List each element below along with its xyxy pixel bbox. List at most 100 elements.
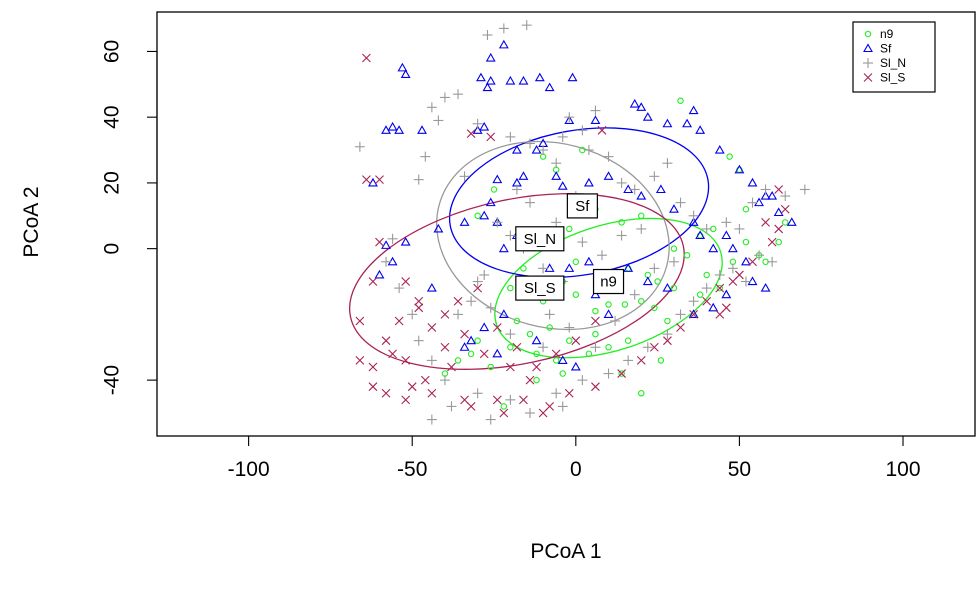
x-tick-label: 50 xyxy=(728,458,751,481)
points-layer xyxy=(354,20,810,425)
point-sl-s xyxy=(466,129,476,139)
point-sl-n xyxy=(394,283,405,294)
point-sl-n xyxy=(426,355,437,366)
point-sf xyxy=(773,207,784,217)
point-sl-s xyxy=(368,362,378,372)
point-sl-n xyxy=(426,102,437,113)
point-n9 xyxy=(696,291,704,298)
point-sf xyxy=(485,75,496,85)
point-sl-s xyxy=(440,309,450,319)
point-n9 xyxy=(781,219,789,226)
point-sf xyxy=(534,72,545,82)
point-n9 xyxy=(572,291,580,298)
point-sl-s xyxy=(735,270,744,280)
point-sl-s xyxy=(636,356,646,365)
point-n9 xyxy=(742,205,750,213)
point-sf xyxy=(381,240,391,249)
point-n9 xyxy=(683,251,691,259)
legend-marker-sl-s xyxy=(863,73,873,82)
centroid-label-box xyxy=(566,193,598,219)
point-sl-n xyxy=(629,184,640,195)
point-sl-s xyxy=(649,342,659,352)
point-sl-n xyxy=(466,296,477,307)
point-sl-n xyxy=(754,250,765,261)
point-sl-n xyxy=(525,407,536,418)
centroid-label-text: n9 xyxy=(600,274,617,291)
point-n9 xyxy=(742,238,750,246)
point-sf xyxy=(498,39,509,49)
point-sl-s xyxy=(401,395,411,405)
point-sl-n xyxy=(662,329,673,340)
point-sl-n xyxy=(675,309,686,320)
point-sl-n xyxy=(482,30,493,41)
point-sf xyxy=(760,190,771,200)
point-sf xyxy=(708,243,719,253)
ellipse-n9 xyxy=(494,217,723,359)
point-n9 xyxy=(638,297,645,305)
point-sl-s xyxy=(545,402,555,411)
y-axis-label: PCoA 2 xyxy=(20,186,43,257)
point-sl-n xyxy=(426,414,437,425)
point-sl-s xyxy=(492,323,502,332)
centroid-label-sl-n: Sl_N xyxy=(515,226,565,252)
point-sl-n xyxy=(564,112,575,123)
point-sl-n xyxy=(767,256,778,267)
point-sf xyxy=(485,197,496,207)
centroid-label-text: Sl_N xyxy=(524,231,557,248)
point-sl-n xyxy=(649,263,660,274)
point-sl-s xyxy=(761,217,770,227)
point-sl-n xyxy=(734,223,745,234)
point-sf xyxy=(459,342,470,351)
point-sl-n xyxy=(511,184,522,195)
point-sl-s xyxy=(427,388,437,398)
point-sf xyxy=(531,335,542,345)
point-sl-s xyxy=(715,283,725,293)
point-n9 xyxy=(487,363,494,371)
y-tick-label: -40 xyxy=(101,365,124,395)
point-sf xyxy=(695,230,706,240)
point-sl-n xyxy=(577,375,588,386)
point-sf xyxy=(623,263,634,272)
point-sf xyxy=(721,289,732,299)
point-sl-s xyxy=(414,303,424,313)
point-sf xyxy=(564,115,575,125)
point-sl-n xyxy=(564,322,575,333)
point-sl-n xyxy=(387,233,398,244)
point-sl-n xyxy=(472,276,483,287)
point-n9 xyxy=(572,258,580,266)
point-sl-n xyxy=(636,223,647,234)
point-sl-s xyxy=(564,388,574,398)
point-sf xyxy=(397,62,408,72)
point-sl-n xyxy=(616,230,627,241)
point-n9 xyxy=(566,337,573,344)
point-n9 xyxy=(621,301,629,308)
legend-label: Sl_N xyxy=(880,56,906,70)
point-n9 xyxy=(592,330,599,338)
point-sl-s xyxy=(427,323,437,332)
point-sl-n xyxy=(642,342,653,353)
point-sl-s xyxy=(362,175,371,185)
point-sf xyxy=(590,115,601,125)
point-sl-s xyxy=(774,185,784,194)
legend-label: Sf xyxy=(880,42,892,56)
point-sl-n xyxy=(472,388,483,399)
point-n9 xyxy=(638,212,645,220)
centroid-label-n9: n9 xyxy=(592,268,625,295)
point-n9 xyxy=(474,337,481,344)
point-sf xyxy=(727,243,738,253)
centroid-label-sf: Sf xyxy=(566,193,598,219)
point-sf xyxy=(492,348,503,358)
point-sf xyxy=(472,125,483,134)
point-sl-n xyxy=(557,401,568,412)
point-n9 xyxy=(533,350,540,358)
point-sl-n xyxy=(721,217,732,228)
point-sl-n xyxy=(485,414,496,425)
legend-item-sl-n: Sl_N xyxy=(863,56,906,70)
point-sl-n xyxy=(701,283,712,294)
point-sl-n xyxy=(577,125,588,136)
point-sl-n xyxy=(498,23,509,34)
point-sf xyxy=(741,256,751,266)
point-sl-n xyxy=(413,174,424,185)
point-sl-s xyxy=(388,349,397,359)
